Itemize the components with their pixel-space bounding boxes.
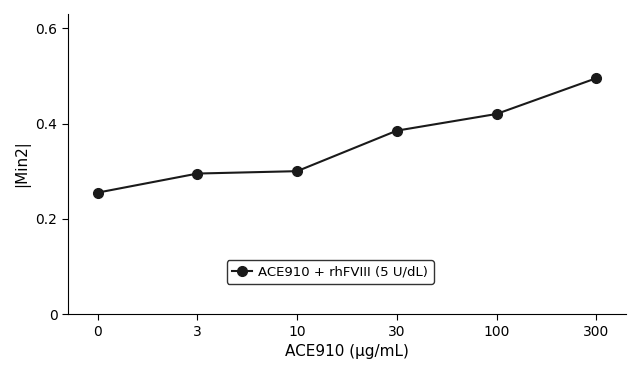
X-axis label: ACE910 (μg/mL): ACE910 (μg/mL): [285, 344, 409, 359]
Legend: ACE910 + rhFVIII (5 U/dL): ACE910 + rhFVIII (5 U/dL): [227, 260, 434, 283]
ACE910 + rhFVIII (5 U/dL): [94, 190, 102, 195]
Y-axis label: |Min2|: |Min2|: [14, 141, 30, 188]
ACE910 + rhFVIII (5 U/dL): [293, 169, 301, 173]
ACE910 + rhFVIII (5 U/dL): [393, 128, 401, 133]
ACE910 + rhFVIII (5 U/dL): [493, 112, 500, 116]
ACE910 + rhFVIII (5 U/dL): [194, 171, 202, 176]
ACE910 + rhFVIII (5 U/dL): [593, 76, 600, 81]
Line: ACE910 + rhFVIII (5 U/dL): ACE910 + rhFVIII (5 U/dL): [93, 73, 601, 197]
